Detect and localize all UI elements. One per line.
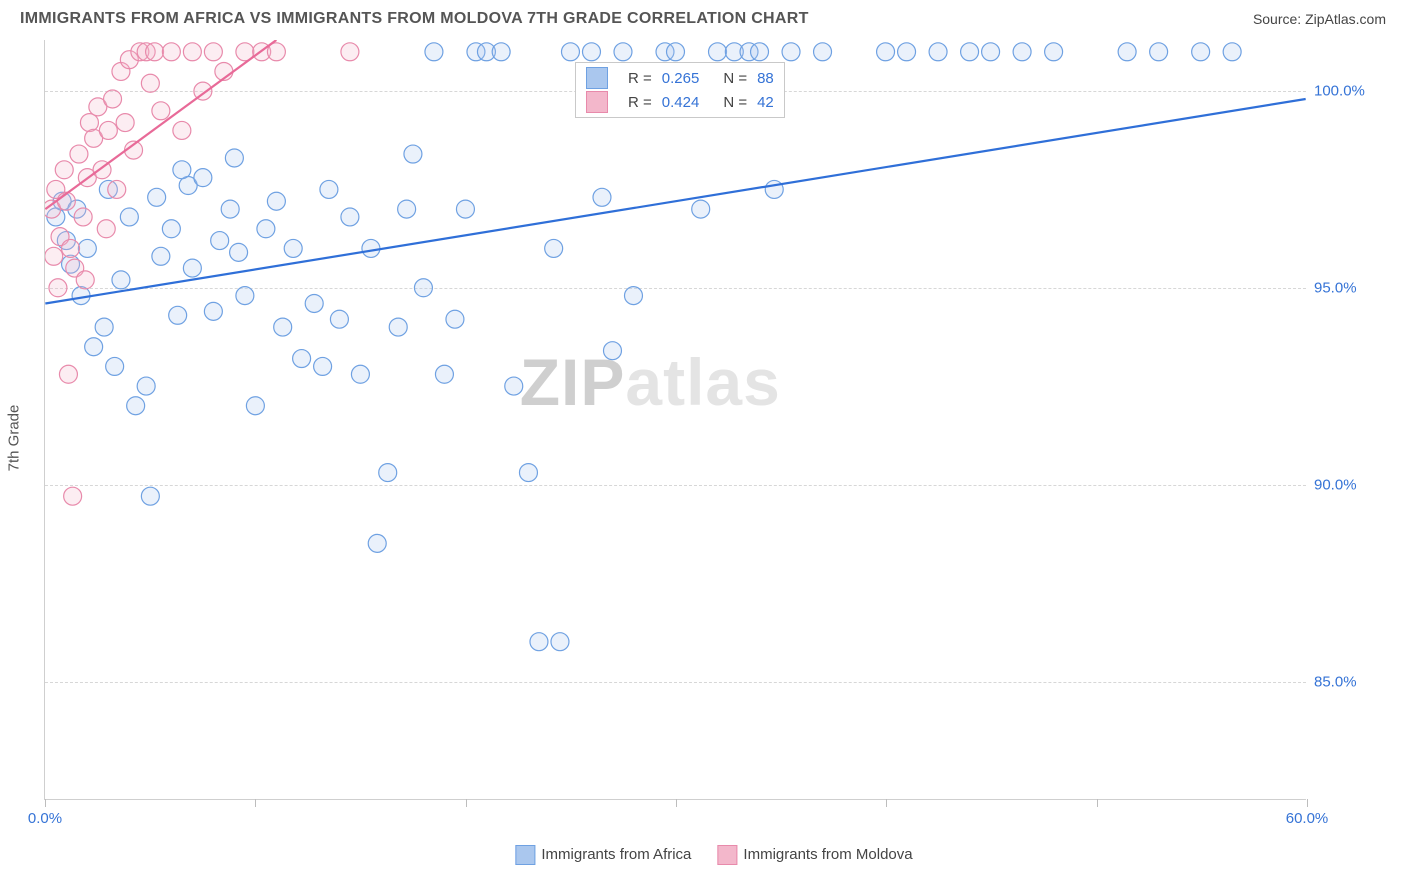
y-axis-label: 7th Grade xyxy=(6,404,23,471)
r-label: R = xyxy=(628,70,652,87)
trend-lines-layer xyxy=(45,40,1306,799)
x-tick xyxy=(466,799,467,807)
trend-line xyxy=(45,99,1305,303)
legend-swatch xyxy=(586,67,608,89)
legend-item: Immigrants from Moldova xyxy=(717,845,912,865)
x-tick xyxy=(676,799,677,807)
x-tick xyxy=(45,799,46,807)
plot-wrap: 7th Grade ZIPatlas R = 0.265N = 88R = 0.… xyxy=(44,40,1384,835)
r-label: R = xyxy=(628,94,652,111)
y-tick-label: 100.0% xyxy=(1314,83,1378,100)
legend-label: Immigrants from Moldova xyxy=(743,846,912,863)
stat-legend: R = 0.265 N = 88 R = 0.424 N = 42 xyxy=(575,62,785,118)
chart-title: IMMIGRANTS FROM AFRICA VS IMMIGRANTS FRO… xyxy=(20,10,809,28)
trend-line xyxy=(45,40,276,209)
plot-area: ZIPatlas R = 0.265N = 88R = 0.424N = 42 … xyxy=(44,40,1306,800)
n-label: N = xyxy=(723,94,747,111)
y-tick-label: 85.0% xyxy=(1314,673,1378,690)
legend-label: Immigrants from Africa xyxy=(541,846,691,863)
legend-swatch xyxy=(586,91,608,113)
chart-source: Source: ZipAtlas.com xyxy=(1253,11,1386,27)
n-value: 42 xyxy=(757,94,774,111)
x-tick xyxy=(886,799,887,807)
legend-item: Immigrants from Africa xyxy=(515,845,691,865)
stat-legend-row: R = 0.265 N = 88 xyxy=(586,67,774,89)
x-tick xyxy=(255,799,256,807)
r-value: 0.424 xyxy=(662,94,700,111)
x-tick xyxy=(1307,799,1308,807)
stat-legend-row: R = 0.424 N = 42 xyxy=(586,91,774,113)
legend-swatch xyxy=(717,845,737,865)
x-tick-label: 60.0% xyxy=(1286,810,1329,827)
x-tick-label: 0.0% xyxy=(28,810,62,827)
chart-header: IMMIGRANTS FROM AFRICA VS IMMIGRANTS FRO… xyxy=(0,0,1406,36)
r-value: 0.265 xyxy=(662,70,700,87)
bottom-legend: Immigrants from Africa Immigrants from Mo… xyxy=(515,845,912,865)
y-tick-label: 95.0% xyxy=(1314,280,1378,297)
n-label: N = xyxy=(723,70,747,87)
n-value: 88 xyxy=(757,70,774,87)
legend-swatch xyxy=(515,845,535,865)
y-tick-label: 90.0% xyxy=(1314,476,1378,493)
x-tick xyxy=(1097,799,1098,807)
